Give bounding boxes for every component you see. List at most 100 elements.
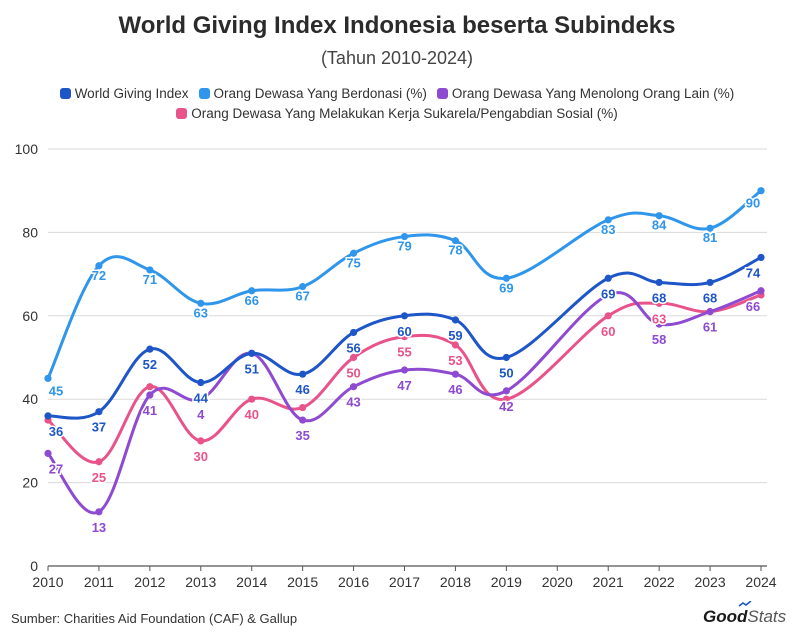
legend: World Giving Index Orang Dewasa Yang Ber… xyxy=(0,86,794,126)
data-point xyxy=(95,262,103,270)
data-label: 75 xyxy=(346,255,360,270)
x-tick-label: 2023 xyxy=(694,574,725,590)
legend-item-world-giving-index[interactable]: World Giving Index xyxy=(59,86,189,101)
data-point xyxy=(757,287,765,295)
series-line xyxy=(46,255,763,420)
data-label: 66 xyxy=(244,293,258,308)
legend-item-helping[interactable]: Orang Dewasa Yang Menolong Orang Lain (%… xyxy=(436,86,734,101)
data-label: 67 xyxy=(295,289,309,304)
chart-subtitle: (Tahun 2010-2024) xyxy=(320,48,474,68)
data-label: 27 xyxy=(49,461,63,476)
y-tick-label: 20 xyxy=(22,475,38,491)
data-point xyxy=(146,383,154,391)
data-point xyxy=(502,387,510,395)
data-point xyxy=(95,408,103,416)
chart-title: World Giving Index Indonesia beserta Sub… xyxy=(118,12,676,39)
data-label: 90 xyxy=(746,196,760,211)
data-point xyxy=(248,395,256,403)
x-tick-label: 2016 xyxy=(338,574,369,590)
data-label: 61 xyxy=(703,320,717,335)
logo-mark-icon xyxy=(738,601,752,607)
data-label: 81 xyxy=(703,230,717,245)
x-tick-label: 2022 xyxy=(644,574,675,590)
data-label: 58 xyxy=(652,332,666,347)
data-point xyxy=(451,341,460,349)
legend-label: Orang Dewasa Yang Berdonasi (%) xyxy=(213,86,427,101)
data-label: 69 xyxy=(601,286,615,301)
data-label: 83 xyxy=(601,222,615,237)
x-tick-label: 2019 xyxy=(491,574,522,590)
x-tick-label: 2010 xyxy=(32,574,63,590)
y-tick-label: 60 xyxy=(22,308,38,324)
data-point xyxy=(604,216,612,224)
data-point xyxy=(655,299,663,307)
legend-swatch xyxy=(198,88,210,99)
data-point xyxy=(400,232,409,241)
data-point xyxy=(706,308,714,316)
data-label: 52 xyxy=(143,357,157,372)
data-label: 51 xyxy=(244,361,258,376)
data-label: 69 xyxy=(499,280,513,295)
logo-bold: Good xyxy=(703,607,748,626)
legend-item-volunteering[interactable]: Orang Dewasa Yang Melakukan Kerja Sukare… xyxy=(176,106,618,121)
data-point xyxy=(44,449,52,458)
data-label: 79 xyxy=(397,239,411,254)
x-tick-label: 2011 xyxy=(84,574,114,590)
x-tick-label: 2024 xyxy=(745,574,776,590)
data-point xyxy=(299,403,307,412)
data-label: 44 xyxy=(194,391,209,406)
data-label: 68 xyxy=(652,290,666,305)
data-label: 63 xyxy=(194,305,208,320)
data-label: 4 xyxy=(197,407,205,422)
data-label: 78 xyxy=(448,243,462,258)
legend-item-donation[interactable]: Orang Dewasa Yang Berdonasi (%) xyxy=(198,86,427,101)
data-label: 84 xyxy=(652,218,667,233)
data-point xyxy=(146,345,154,353)
data-label: 41 xyxy=(143,403,157,418)
data-label: 55 xyxy=(397,345,411,360)
logo-light: Stats xyxy=(747,607,787,626)
data-label: 60 xyxy=(601,324,615,339)
data-label: 43 xyxy=(346,395,360,410)
y-tick-label: 80 xyxy=(22,224,38,240)
data-point xyxy=(502,395,510,403)
data-point xyxy=(655,212,663,220)
y-tick-label: 40 xyxy=(22,391,38,407)
legend-label: Orang Dewasa Yang Melakukan Kerja Sukare… xyxy=(191,106,618,121)
data-point xyxy=(299,283,307,291)
data-label: 35 xyxy=(295,428,309,443)
data-label: 37 xyxy=(92,420,106,435)
x-tick-label: 2013 xyxy=(185,574,216,590)
x-tick-label: 2021 xyxy=(593,574,624,590)
data-point xyxy=(197,378,205,387)
data-label: 13 xyxy=(92,520,106,535)
data-point xyxy=(146,391,154,399)
goodstats-logo: GoodStats xyxy=(703,607,786,627)
data-point xyxy=(299,416,307,424)
data-label: 60 xyxy=(397,324,411,339)
legend-swatch xyxy=(59,88,71,99)
data-point xyxy=(757,253,765,262)
x-tick-label: 2014 xyxy=(236,574,267,590)
data-point xyxy=(44,374,52,382)
data-label: 53 xyxy=(448,353,462,368)
data-point xyxy=(349,328,358,337)
data-label: 30 xyxy=(194,449,208,464)
legend-row-2: Orang Dewasa Yang Melakukan Kerja Sukare… xyxy=(0,106,794,121)
legend-swatch xyxy=(436,88,448,99)
data-label: 46 xyxy=(295,382,309,397)
line-chart: 0 20 40 60 80 100 2010 2011 2012 2013 2014 2015 2016… xyxy=(15,141,777,590)
data-point xyxy=(451,316,460,324)
legend-label: World Giving Index xyxy=(74,86,189,101)
data-label: 71 xyxy=(143,272,157,287)
x-tick-label: 2012 xyxy=(134,574,165,590)
x-tick-label: 2017 xyxy=(389,574,420,590)
data-label: 50 xyxy=(346,366,360,381)
x-tick-label: 2018 xyxy=(440,574,471,590)
legend-swatch xyxy=(176,108,188,119)
data-point xyxy=(146,266,154,274)
data-point xyxy=(248,287,256,295)
data-point xyxy=(400,366,409,374)
data-point xyxy=(95,508,103,516)
data-point xyxy=(44,412,52,420)
